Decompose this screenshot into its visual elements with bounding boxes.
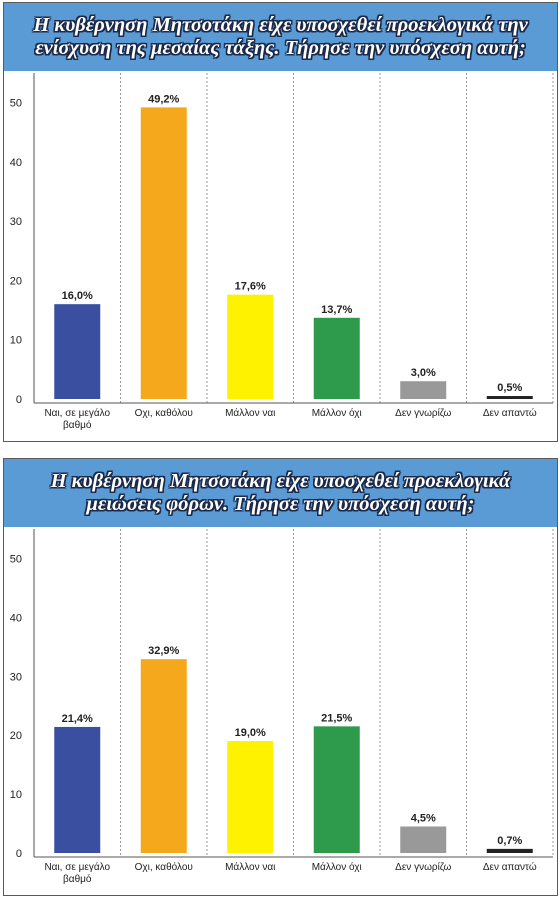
category-label: βαθμό [63, 419, 92, 431]
y-tick-label: 10 [10, 335, 22, 347]
chart-title-bar-1: Η κυβέρνηση Μητσοτάκη είχε υποσχεθεί προ… [4, 3, 557, 71]
category-label: Μάλλον ναι [225, 861, 275, 873]
category-label: Δεν απαντώ [483, 861, 537, 873]
y-tick-label: 40 [10, 612, 22, 624]
category-label: Δεν γνωρίζω [395, 407, 451, 419]
chart-title-bar-2: Η κυβέρνηση Μητσοτάκη είχε υποσχεθεί προ… [4, 459, 557, 527]
y-tick-label: 30 [10, 216, 22, 228]
y-tick-label: 50 [10, 553, 22, 565]
category-label: Μάλλον όχι [312, 407, 362, 419]
data-label: 32,9% [148, 645, 179, 657]
data-label: 13,7% [321, 304, 352, 316]
category-label: Δεν γνωρίζω [395, 861, 451, 873]
chart-panel-1: Η κυβέρνηση Μητσοτάκη είχε υποσχεθεί προ… [3, 2, 558, 442]
category-label: Οχι, καθόλου [135, 407, 193, 419]
y-tick-label: 0 [16, 848, 22, 860]
y-tick-label: 30 [10, 671, 22, 683]
data-label: 21,4% [62, 713, 93, 725]
data-label: 19,0% [235, 727, 266, 739]
data-label: 4,5% [411, 812, 436, 824]
y-tick-label: 0 [16, 394, 22, 406]
bar [313, 726, 360, 853]
bar [54, 726, 101, 853]
bar [227, 294, 274, 399]
data-label: 49,2% [148, 93, 179, 105]
data-label: 0,5% [497, 382, 522, 394]
chart-title-1: Η κυβέρνηση Μητσοτάκη είχε υποσχεθεί προ… [33, 14, 528, 59]
bar [140, 107, 187, 400]
category-label: βαθμό [63, 873, 92, 885]
bar [486, 848, 533, 853]
bar [313, 317, 360, 399]
category-label: Μάλλον όχι [312, 861, 362, 873]
bar [140, 659, 187, 853]
bar [227, 741, 274, 853]
data-label: 17,6% [235, 281, 266, 293]
y-tick-label: 50 [10, 98, 22, 110]
category-label: Οχι, καθόλου [135, 861, 193, 873]
data-label: 3,0% [411, 367, 436, 379]
data-label: 21,5% [321, 712, 352, 724]
y-tick-label: 10 [10, 789, 22, 801]
category-label: Ναι, σε μεγάλο [44, 407, 110, 419]
category-label: Δεν απαντώ [483, 407, 537, 419]
y-tick-label: 20 [10, 275, 22, 287]
bar [400, 826, 447, 853]
bar [54, 304, 101, 399]
y-tick-label: 20 [10, 730, 22, 742]
data-label: 0,7% [497, 835, 522, 847]
chart-title-2: Η κυβέρνηση Μητσοτάκη είχε υποσχεθεί προ… [50, 470, 511, 515]
data-label: 16,0% [62, 290, 93, 302]
bar [486, 396, 533, 399]
chart-panel-2: Η κυβέρνηση Μητσοτάκη είχε υποσχεθεί προ… [3, 458, 558, 896]
category-label: Μάλλον ναι [225, 407, 275, 419]
bar [400, 381, 447, 399]
y-tick-label: 40 [10, 157, 22, 169]
category-label: Ναι, σε μεγάλο [44, 861, 110, 873]
